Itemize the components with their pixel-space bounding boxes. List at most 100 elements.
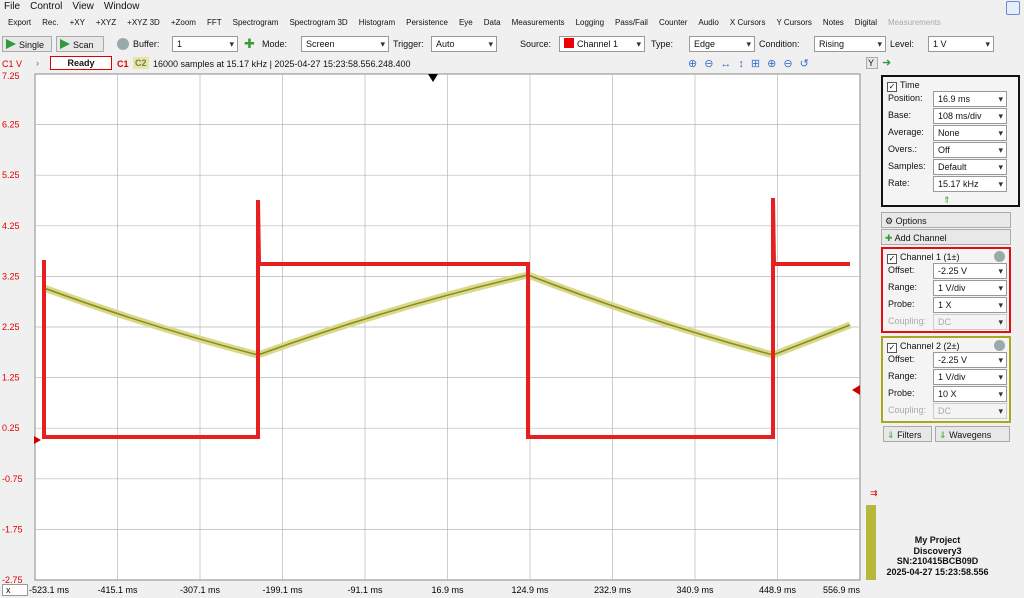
channel-settings-icon[interactable] xyxy=(994,340,1005,351)
options-button[interactable]: ⚙ Options xyxy=(881,212,1011,228)
mode-combo[interactable]: Screen xyxy=(301,36,389,52)
y-tick-label: 5.25 xyxy=(2,170,20,180)
field-value[interactable]: 1 V/div xyxy=(933,369,1007,385)
menu-item[interactable]: File xyxy=(4,1,21,12)
field-label: Offset: xyxy=(888,265,915,275)
trigger-position-marker[interactable] xyxy=(428,74,438,82)
toolbar-item[interactable]: +Zoom xyxy=(170,18,196,27)
filters-label: Filters xyxy=(897,430,922,440)
filters-button[interactable]: ⇓ Filters xyxy=(883,426,932,442)
field-label: Position: xyxy=(888,93,923,103)
window-icon[interactable] xyxy=(1006,1,1020,15)
time-arrow: ⇑ xyxy=(943,195,951,205)
channel-1-trace xyxy=(42,197,850,439)
toolbar-item[interactable]: Spectrogram xyxy=(232,18,279,27)
toolbar-item[interactable]: Spectrogram 3D xyxy=(289,18,348,27)
field-value[interactable]: -2.25 V xyxy=(933,263,1007,279)
toolbar-item[interactable]: +XY xyxy=(69,18,85,27)
toolbar-item[interactable]: Notes xyxy=(822,18,844,27)
menu-item[interactable]: View xyxy=(72,1,94,12)
field-label: Range: xyxy=(888,371,918,381)
options-label: Options xyxy=(895,216,927,226)
toolbar-item[interactable]: Persistence xyxy=(406,18,448,27)
add-icon: ✚ xyxy=(244,36,255,51)
toolbar-item[interactable]: Eye xyxy=(458,18,473,27)
y-tick-label: 1.25 xyxy=(2,373,20,383)
add-channel-button[interactable]: ✚ Add Channel xyxy=(881,229,1011,245)
field-value[interactable]: 1 X xyxy=(933,297,1007,313)
condition-combo[interactable]: Rising xyxy=(814,36,886,52)
field-value[interactable]: 15.17 kHz xyxy=(933,176,1007,192)
toolbar-item[interactable]: Pass/Fail xyxy=(615,18,648,27)
wavegens-label: Wavegens xyxy=(949,430,992,440)
time-title: Time xyxy=(900,80,920,90)
x-tick-label: 448.9 ms xyxy=(759,585,797,595)
y-tick-label: 6.25 xyxy=(2,120,20,130)
channel-2-trace xyxy=(43,274,851,356)
channel-checkbox[interactable]: ✓ xyxy=(887,254,897,264)
toolbar-item[interactable]: Y Cursors xyxy=(776,18,812,27)
x-tick-label: -523.1 ms xyxy=(29,585,70,595)
c2-tag[interactable]: C2 xyxy=(133,57,149,69)
toolbar-item[interactable]: X Cursors xyxy=(729,18,766,27)
toolbar-item[interactable]: +XYZ xyxy=(95,18,117,27)
y-tick-label: -1.75 xyxy=(2,524,23,534)
toolbar-item[interactable]: +XYZ 3D xyxy=(127,18,160,27)
toolbar-item[interactable]: Audio xyxy=(698,18,719,27)
y-tick-label: 2.25 xyxy=(2,322,20,332)
scan-button[interactable]: Scan xyxy=(56,36,104,52)
channel-title: Channel 2 (2±) xyxy=(900,341,960,351)
toolbar-item[interactable]: Export xyxy=(8,18,32,27)
y-button[interactable]: Y xyxy=(866,57,878,69)
channel-2-box: ✓Channel 2 (2±)Offset:-2.25 VRange:1 V/d… xyxy=(881,336,1011,423)
field-value[interactable]: 16.9 ms xyxy=(933,91,1007,107)
toolbar-item[interactable]: Logging xyxy=(575,18,605,27)
y-tick-label: 3.25 xyxy=(2,271,20,281)
field-label: Base: xyxy=(888,110,912,120)
field-value[interactable]: None xyxy=(933,125,1007,141)
toolbar-item[interactable]: Data xyxy=(483,18,501,27)
toolbar-item[interactable]: Counter xyxy=(658,18,688,27)
x-selector[interactable]: x xyxy=(2,584,28,596)
level-bar xyxy=(866,505,876,580)
channel-1-offset-marker[interactable] xyxy=(34,436,41,444)
toolbar-item[interactable]: Digital xyxy=(854,18,878,27)
arrow-icon: › xyxy=(36,58,39,68)
toolbar-item[interactable]: Rec. xyxy=(42,18,59,27)
field-value[interactable]: Off xyxy=(933,142,1007,158)
toolbar-item[interactable]: Histogram xyxy=(358,18,396,27)
single-label: Single xyxy=(19,40,45,50)
x-tick-label: 232.9 ms xyxy=(594,585,632,595)
trigger-combo[interactable]: Auto xyxy=(431,36,497,52)
channel-header: ✓ Channel 1 (1±) xyxy=(887,252,959,264)
y-tick-label: 7.25 xyxy=(2,72,20,81)
mode-label: Mode: xyxy=(262,39,288,49)
channel-checkbox[interactable]: ✓ xyxy=(887,343,897,353)
field-value[interactable]: 1 V/div xyxy=(933,280,1007,296)
toolbar-item[interactable]: FFT xyxy=(206,18,222,27)
field-value[interactable]: 108 ms/div xyxy=(933,108,1007,124)
trigger-level-marker[interactable] xyxy=(852,385,860,395)
channel-settings-icon[interactable] xyxy=(994,251,1005,262)
menu-item[interactable]: Control xyxy=(30,1,63,12)
toolbar-item[interactable]: Measurements xyxy=(888,18,941,27)
single-button[interactable]: Single xyxy=(2,36,52,52)
menu-item[interactable]: Window xyxy=(103,1,140,12)
zoom-tools[interactable]: ⊕⊖↔↕⊞⊕⊖↺ xyxy=(688,58,816,70)
condition-label: Condition: xyxy=(759,39,800,49)
wavegens-button[interactable]: ⇓ Wavegens xyxy=(935,426,1010,442)
y-tick-label: -0.75 xyxy=(2,474,23,484)
scan-label: Scan xyxy=(73,40,94,50)
field-value[interactable]: Default xyxy=(933,159,1007,175)
source-combo[interactable]: Channel 1 xyxy=(559,36,645,52)
level-combo[interactable]: 1 V xyxy=(928,36,994,52)
type-combo[interactable]: Edge xyxy=(689,36,755,52)
c1-tag[interactable]: C1 xyxy=(117,59,129,69)
buffer-input[interactable]: 1 xyxy=(172,36,238,52)
field-value[interactable]: 10 X xyxy=(933,386,1007,402)
field-value[interactable]: -2.25 V xyxy=(933,352,1007,368)
y-tick-label: 4.25 xyxy=(2,221,20,231)
add-channel-label: Add Channel xyxy=(894,233,947,243)
toolbar-item[interactable]: Measurements xyxy=(511,18,565,27)
